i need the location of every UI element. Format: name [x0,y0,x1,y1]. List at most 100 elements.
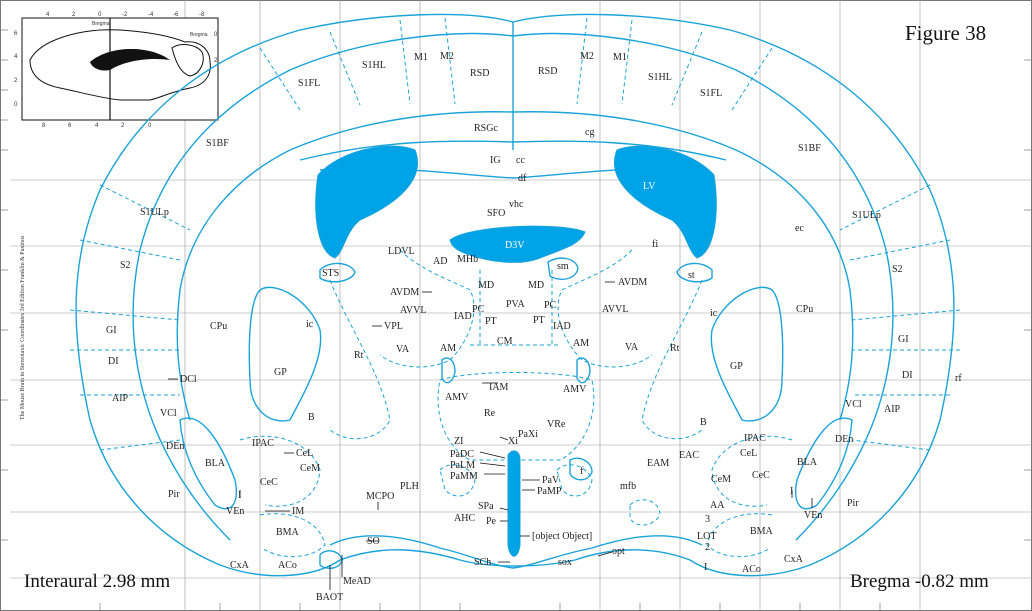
label-ipac-right: IPAC [744,433,766,444]
label-lot: LOT [697,531,716,542]
lateral-ventricle-right [613,145,717,259]
label-aa: AA [710,500,725,511]
label-ahc: AHC [454,513,475,524]
label-cpu-right: CPu [796,304,813,315]
label-rsgc: RSGc [474,123,498,134]
label-vcl-right: VCl [845,399,862,410]
label-lv: LV [643,181,656,192]
label-ec: ec [795,223,804,234]
label-ven-right: VEn [804,510,822,521]
label-m2-right: M2 [580,51,594,62]
label-cpu-left: CPu [210,321,227,332]
thumb-top-tick: 2 [72,12,76,18]
thumb-top-tick: -2 [122,12,128,18]
label-pamm: PaMM [450,471,478,482]
label-va-left: VA [396,344,410,355]
label-3v: [object Object] [532,531,592,542]
label-gi-right: GI [898,334,909,345]
subcortical-structures [179,249,853,569]
label-iam: IAM [489,382,509,393]
interaural-coordinate: Interaural 2.98 mm [24,571,170,592]
bregma-coordinate: Bregma -0.82 mm [850,571,989,592]
label-s2-right: S2 [892,264,903,275]
label-vhc: vhc [509,199,524,210]
thumb-top-tick: 0 [98,12,102,18]
label-baot: BAOT [316,592,343,603]
label-rsd-left: RSD [470,68,489,79]
label-avdm-left: AVDM [390,287,419,298]
label-m1-left: M1 [414,52,428,63]
label-aco-left: ACo [278,560,297,571]
dorsal-third-ventricle [449,225,586,263]
label-rt-right: Rt [670,343,680,354]
label-ldvl: LDVL [388,246,415,257]
label-rsd-right: RSD [538,66,557,77]
label-mead: MeAD [343,576,371,587]
label-aip-left: AIP [112,393,129,404]
leader-lines [168,281,813,590]
thumb-bottom-tick: 6 [68,123,72,129]
label-so: SO [367,536,380,547]
label-cel-right: CeL [740,448,757,459]
label-di-left: DI [108,356,119,367]
label-rt-left: Rt [354,350,364,361]
label-pav: PaV [542,475,560,486]
label-cem-left: CeM [300,463,320,474]
thumb-bottom-tick: 4 [95,123,99,129]
edge-rulers [0,29,1032,611]
label-cec-left: CeC [260,477,278,488]
thumb-bottom-tick: 0 [148,123,152,129]
label-cem-right: CeM [711,474,731,485]
label-den-right: DEn [835,434,853,445]
label-im: IM [292,506,304,517]
label-rf: rf [955,373,962,384]
label-2: 2 [705,542,710,553]
thumb-left-tick: 0 [14,102,18,108]
label-zi: ZI [454,436,463,447]
label-b-left: B [308,412,315,423]
label-i-left: I [238,490,241,501]
label-b-right: B [700,417,707,428]
label-ic-right: ic [710,308,718,319]
label-ic-left: ic [306,319,314,330]
third-ventricle [507,450,521,557]
thumb-top-tick: -6 [173,12,179,18]
label-cel-left: CeL [296,448,313,459]
label-s1hl-left: S1HL [362,60,386,71]
label-s1fl-left: S1FL [298,78,320,89]
label-pe: Pe [486,516,497,527]
label-bla-right: BLA [797,457,818,468]
label-aip-right: AIP [884,404,901,415]
label-3: 3 [705,514,710,525]
label-vpl: VPL [384,321,403,332]
label-avvl-right: AVVL [602,304,628,315]
label-dcl: DCl [180,374,197,385]
label-md-right: MD [528,280,544,291]
label-avvl-left: AVVL [400,305,426,316]
label-i-right: I [790,486,793,497]
label-aco-right: ACo [742,564,761,575]
label-va-right: VA [625,342,639,353]
label-cxa-left: CxA [230,560,250,571]
label-mhb: MHb [457,254,478,265]
label-iad-right: IAD [553,321,571,332]
label-s1bf-left: S1BF [206,138,229,149]
label-iad-left: IAD [454,311,472,322]
label-cec-right: CeC [752,470,770,481]
label-m1-right: M1 [613,52,627,63]
label-fi: fi [652,239,658,250]
label-gp-left: GP [274,367,287,378]
label-ad: AD [433,256,447,267]
label-eam: EAM [647,458,669,469]
label-plh: PLH [400,481,419,492]
label-cg: cg [585,127,594,138]
label-s1ulp-right: S1ULp [852,210,881,221]
label-sfo: SFO [487,208,505,219]
label-palm: PaLM [450,460,475,471]
cortical-boundaries [69,17,961,451]
label-bma-right: BMA [750,526,774,537]
brain-outline [75,13,955,577]
label-pamp: PaMP [537,486,562,497]
thumb-left-tick: 2 [14,78,18,84]
thumb-top-tick: -8 [199,12,205,18]
